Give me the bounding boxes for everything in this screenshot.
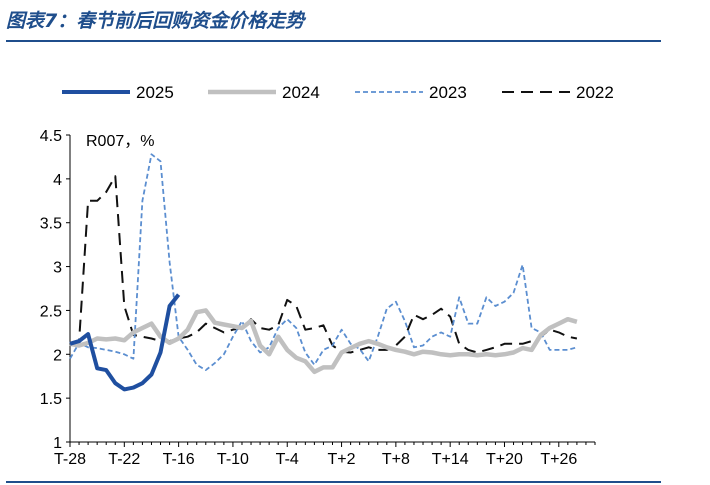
legend-label-2025: 2025 <box>136 83 174 102</box>
x-tick-label: T-10 <box>217 451 249 468</box>
legend: 2025 2024 2023 2022 <box>62 83 614 102</box>
x-tick-label: T+26 <box>540 451 577 468</box>
x-tick-label: T+14 <box>432 451 469 468</box>
axes: 1 1.5 2 2.5 3 3.5 4 4.5 T-28 T-22 T-16 T-10 T-4 T+2 T+… <box>40 128 596 468</box>
series-layer <box>69 153 578 392</box>
y-tick-label: 3 <box>53 260 62 277</box>
x-tick-label: T+8 <box>382 451 410 468</box>
x-tick-label: T+2 <box>328 451 356 468</box>
series-line-2024 <box>69 308 578 375</box>
y-tick-label: 2.5 <box>40 303 62 320</box>
legend-label-2024: 2024 <box>282 83 320 102</box>
y-tick-label: 1 <box>53 435 62 452</box>
x-tick-label: T+20 <box>486 451 523 468</box>
title-rule <box>6 40 661 42</box>
y-tick-label: 4.5 <box>40 128 62 145</box>
legend-label-2023: 2023 <box>429 83 467 102</box>
series-line-2022 <box>69 175 578 354</box>
y-tick-label: 4 <box>53 172 62 189</box>
y-tick-label: 1.5 <box>40 391 62 408</box>
x-tick-label: T-22 <box>108 451 140 468</box>
y-tick-label: 2 <box>53 347 62 364</box>
x-tick-label: T-16 <box>163 451 195 468</box>
series-line-2023 <box>69 153 578 371</box>
y-tick-label: 3.5 <box>40 216 62 233</box>
x-tick-label: T-4 <box>276 451 299 468</box>
legend-label-2022: 2022 <box>576 83 614 102</box>
x-tick-label: T-28 <box>54 451 86 468</box>
unit-label: R007，% <box>86 133 154 150</box>
figure-title: 图表7：春节前后回购资金价格走势 <box>6 10 305 32</box>
series-line-2025 <box>69 293 181 392</box>
bottom-rule <box>6 481 661 483</box>
